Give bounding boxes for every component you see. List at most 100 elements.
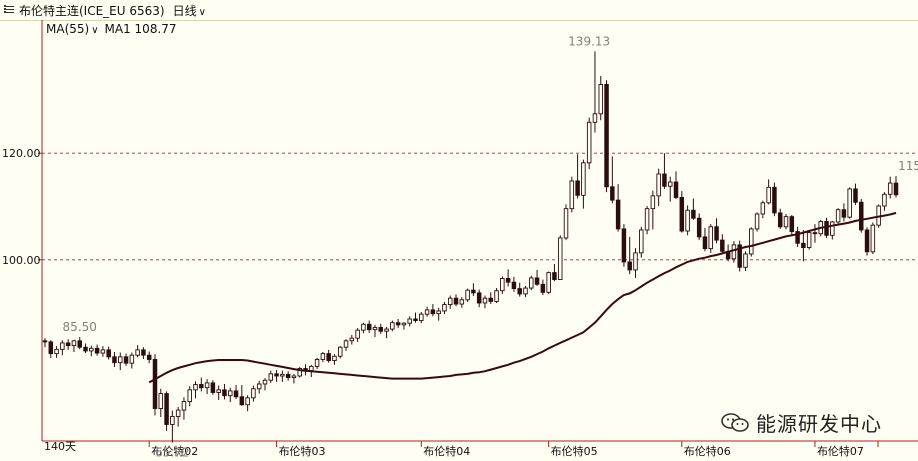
x-tick-label: 布伦特07 — [817, 444, 864, 458]
candle-body — [575, 180, 580, 196]
candle-body — [228, 390, 233, 397]
period-selector[interactable]: 日线 ∨ — [173, 2, 206, 19]
candle-body — [401, 322, 407, 326]
candle-body — [442, 304, 447, 312]
candle-body — [233, 390, 239, 398]
candle-body — [407, 318, 412, 324]
candle-body — [245, 397, 250, 406]
candle-body — [482, 297, 488, 304]
x-tick-label: 布伦特06 — [684, 444, 731, 458]
candle-body — [882, 193, 887, 207]
candle-body — [777, 212, 783, 228]
x-tick-label: 布伦特05 — [551, 444, 598, 458]
candle-body — [667, 181, 673, 187]
instrument-title[interactable]: 布伦特主连(ICE_EU 6563) — [19, 3, 165, 18]
candle-body — [297, 368, 302, 377]
extreme-value-label: 115.69 — [898, 159, 918, 173]
candle-body — [193, 384, 198, 391]
candle-body — [332, 355, 337, 361]
candle-body — [743, 253, 748, 268]
indicator-selector[interactable]: MA(55) ∨ — [46, 22, 99, 36]
candle-body — [644, 208, 650, 231]
candle-body — [361, 323, 366, 331]
candle-body — [552, 272, 557, 280]
candle-body — [436, 310, 441, 315]
extreme-value-label: 139.13 — [568, 34, 610, 48]
candle-body — [610, 186, 615, 201]
candle-body — [372, 327, 378, 331]
candle-body — [783, 216, 789, 228]
candle-body — [702, 236, 708, 250]
candle-body — [523, 287, 528, 295]
candle-body — [459, 299, 465, 305]
candle-body — [222, 389, 227, 397]
candle-body — [430, 309, 436, 315]
candle-body — [395, 322, 401, 326]
candle-body — [343, 340, 349, 348]
candle-body — [500, 278, 505, 292]
candle-body — [204, 382, 210, 389]
candle-body — [714, 226, 719, 241]
candle-body — [529, 277, 534, 289]
candle-body — [749, 228, 754, 255]
candle-body — [181, 401, 187, 411]
candle-body — [586, 121, 592, 164]
x-tick-label: 布伦特02 — [151, 444, 198, 458]
candle-body — [60, 342, 65, 350]
indicator-name: MA(55) — [46, 22, 90, 36]
candle-body — [662, 173, 667, 187]
candle-body — [152, 359, 158, 409]
candle-body — [893, 182, 899, 196]
candle-body — [447, 297, 453, 306]
menu-icon[interactable] — [3, 4, 15, 16]
candle-body — [280, 373, 285, 377]
candle-body — [251, 388, 256, 399]
candle-body — [633, 252, 638, 271]
candle-body — [48, 341, 54, 355]
candle-body — [604, 84, 609, 188]
candle-body — [581, 162, 586, 196]
candle-body — [511, 281, 517, 290]
candle-body — [691, 209, 696, 219]
candle-body — [384, 328, 389, 332]
candle-body — [164, 393, 169, 425]
candle-body — [830, 221, 835, 236]
candle-body — [216, 389, 221, 393]
candle-body — [89, 347, 94, 352]
candle-body — [841, 209, 847, 218]
candle-body — [210, 382, 216, 393]
candle-body — [679, 197, 685, 232]
candle-body — [540, 283, 546, 293]
extreme-value-label: 65.72 — [155, 445, 189, 459]
candle-body — [488, 297, 494, 302]
candle-body — [419, 313, 424, 322]
candle-body — [887, 182, 893, 195]
candle-body — [563, 208, 569, 239]
candle-body — [453, 297, 459, 305]
watermark: 能源研发中心 — [720, 408, 882, 437]
candle-body — [465, 289, 470, 301]
candle-body — [424, 309, 430, 315]
period-count-label: 140天 — [44, 440, 76, 453]
candle-body — [355, 329, 360, 339]
candle-body — [135, 349, 140, 356]
candle-body — [546, 272, 551, 293]
candle-body — [256, 383, 262, 390]
candle-body — [673, 181, 679, 198]
candle-body — [146, 354, 152, 360]
candle-body — [476, 292, 482, 304]
candle-body — [639, 229, 644, 254]
candle-body — [847, 188, 852, 218]
candle-body — [627, 261, 632, 271]
candle-body — [129, 354, 135, 364]
candle-body — [760, 202, 766, 215]
candle-body — [175, 409, 181, 417]
candle-body — [338, 346, 343, 357]
candle-body — [557, 237, 563, 280]
indicator-value: MA1 108.77 — [104, 22, 177, 36]
candle-body — [378, 327, 384, 332]
candle-body — [366, 323, 372, 331]
candle-body — [835, 209, 841, 223]
candle-body — [326, 353, 331, 361]
